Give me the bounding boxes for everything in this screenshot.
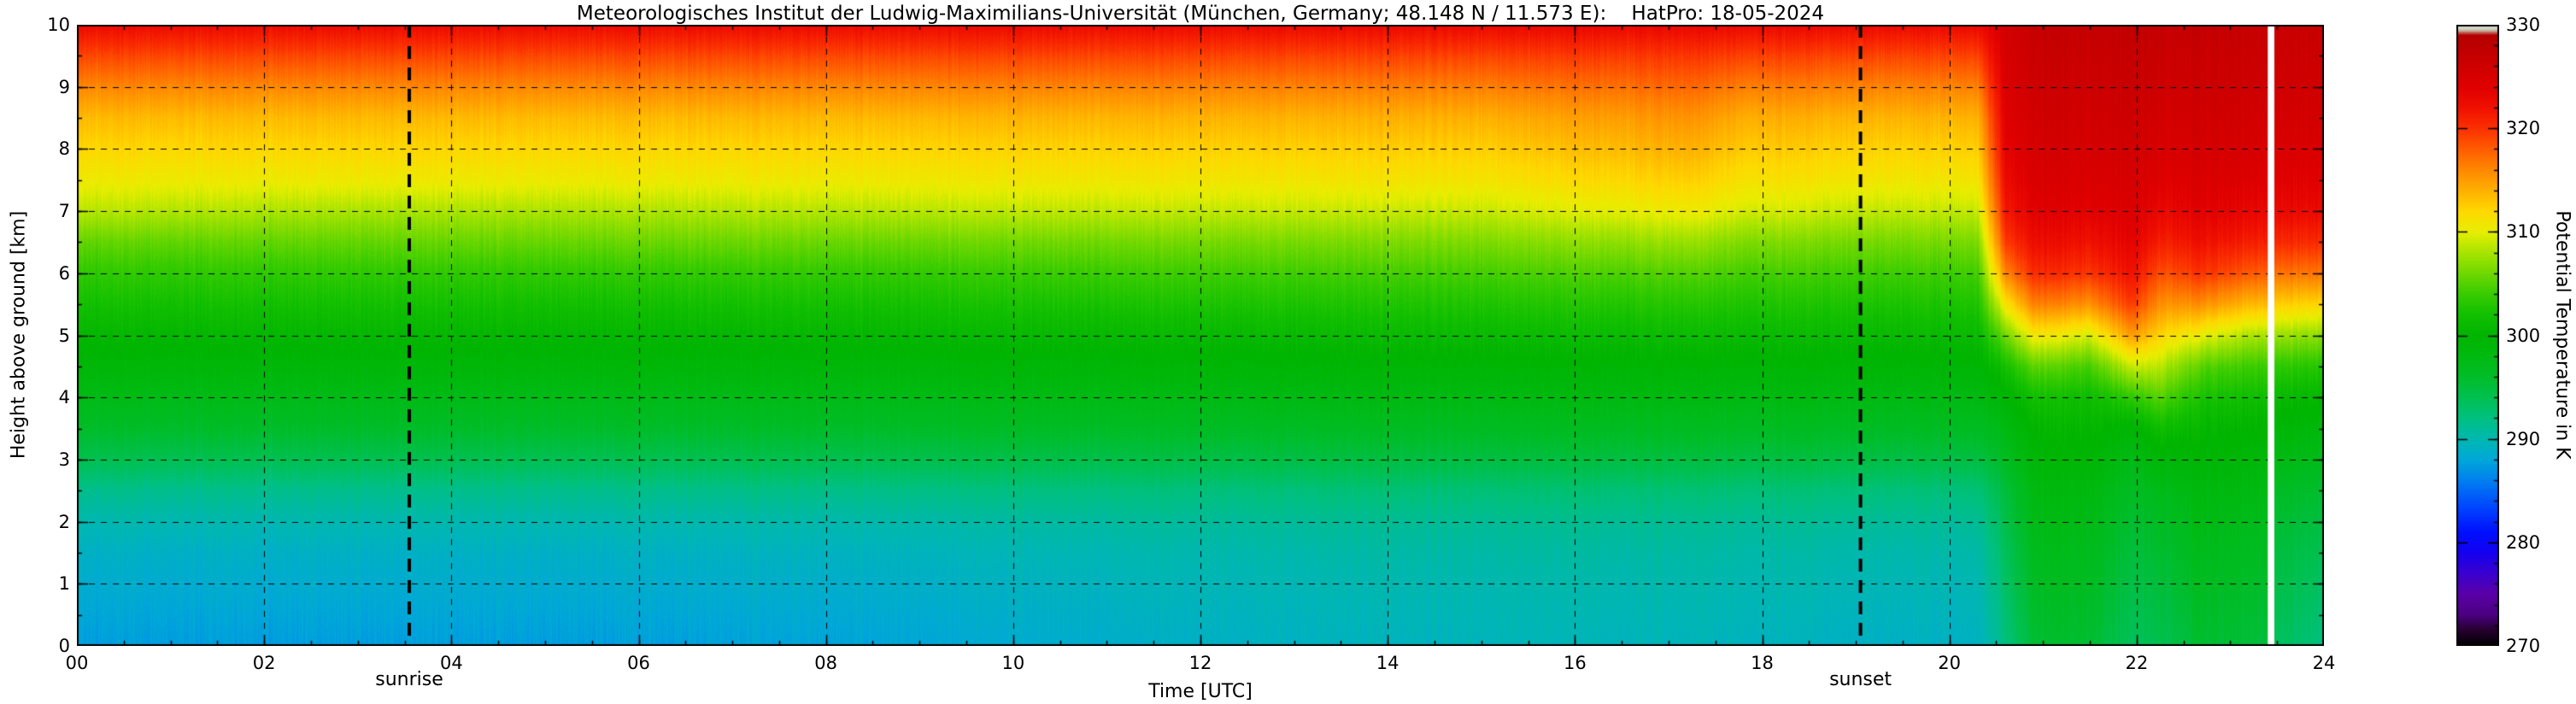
y-tick-label: 3 (58, 449, 70, 470)
x-tick-label: 20 (1938, 653, 1962, 673)
x-tick-label: 00 (65, 653, 89, 673)
x-tick-label: 24 (2312, 653, 2336, 673)
y-tick-label: 9 (58, 76, 70, 97)
y-axis-label: Height above ground [km] (8, 210, 30, 460)
sunrise-label: sunrise (375, 669, 443, 690)
colorbar-tick-label: 280 (2506, 531, 2541, 553)
colorbar-tick-label: 290 (2506, 428, 2541, 449)
x-tick-label: 02 (252, 653, 276, 673)
sunset-label: sunset (1829, 669, 1892, 690)
y-tick-label: 6 (58, 262, 70, 284)
x-tick-label: 08 (814, 653, 838, 673)
colorbar-tick-label: 330 (2506, 15, 2541, 35)
colorbar-label: Potential Temperature in K (2551, 210, 2573, 460)
x-tick-label: 12 (1188, 653, 1212, 673)
y-tick-label: 10 (47, 15, 70, 35)
x-tick-label: 22 (2125, 653, 2149, 673)
x-tick-label: 06 (627, 653, 650, 673)
y-tick-label: 8 (58, 138, 70, 160)
x-tick-label: 16 (1563, 653, 1587, 673)
y-tick-label: 2 (58, 511, 70, 532)
x-tick-label: 18 (1751, 653, 1774, 673)
colorbar-canvas (2456, 25, 2499, 646)
y-tick-label: 4 (58, 387, 70, 408)
x-axis-label: Time [UTC] (1148, 681, 1253, 702)
colorbar-tick-label: 300 (2506, 325, 2541, 346)
colorbar-tick-label: 310 (2506, 221, 2541, 243)
heatmap-canvas (77, 25, 2324, 646)
colorbar-tick-label: 320 (2506, 118, 2541, 139)
y-tick-label: 1 (58, 573, 70, 595)
y-tick-label: 7 (58, 201, 70, 222)
y-tick-label: 0 (58, 636, 70, 656)
colorbar-tick-label: 270 (2506, 636, 2541, 656)
x-tick-label: 10 (1001, 653, 1025, 673)
x-tick-label: 14 (1376, 653, 1399, 673)
y-tick-label: 5 (58, 325, 70, 346)
x-tick-label: 04 (439, 653, 463, 673)
chart-title: Meteorologisches Institut der Ludwig-Max… (576, 3, 1825, 25)
